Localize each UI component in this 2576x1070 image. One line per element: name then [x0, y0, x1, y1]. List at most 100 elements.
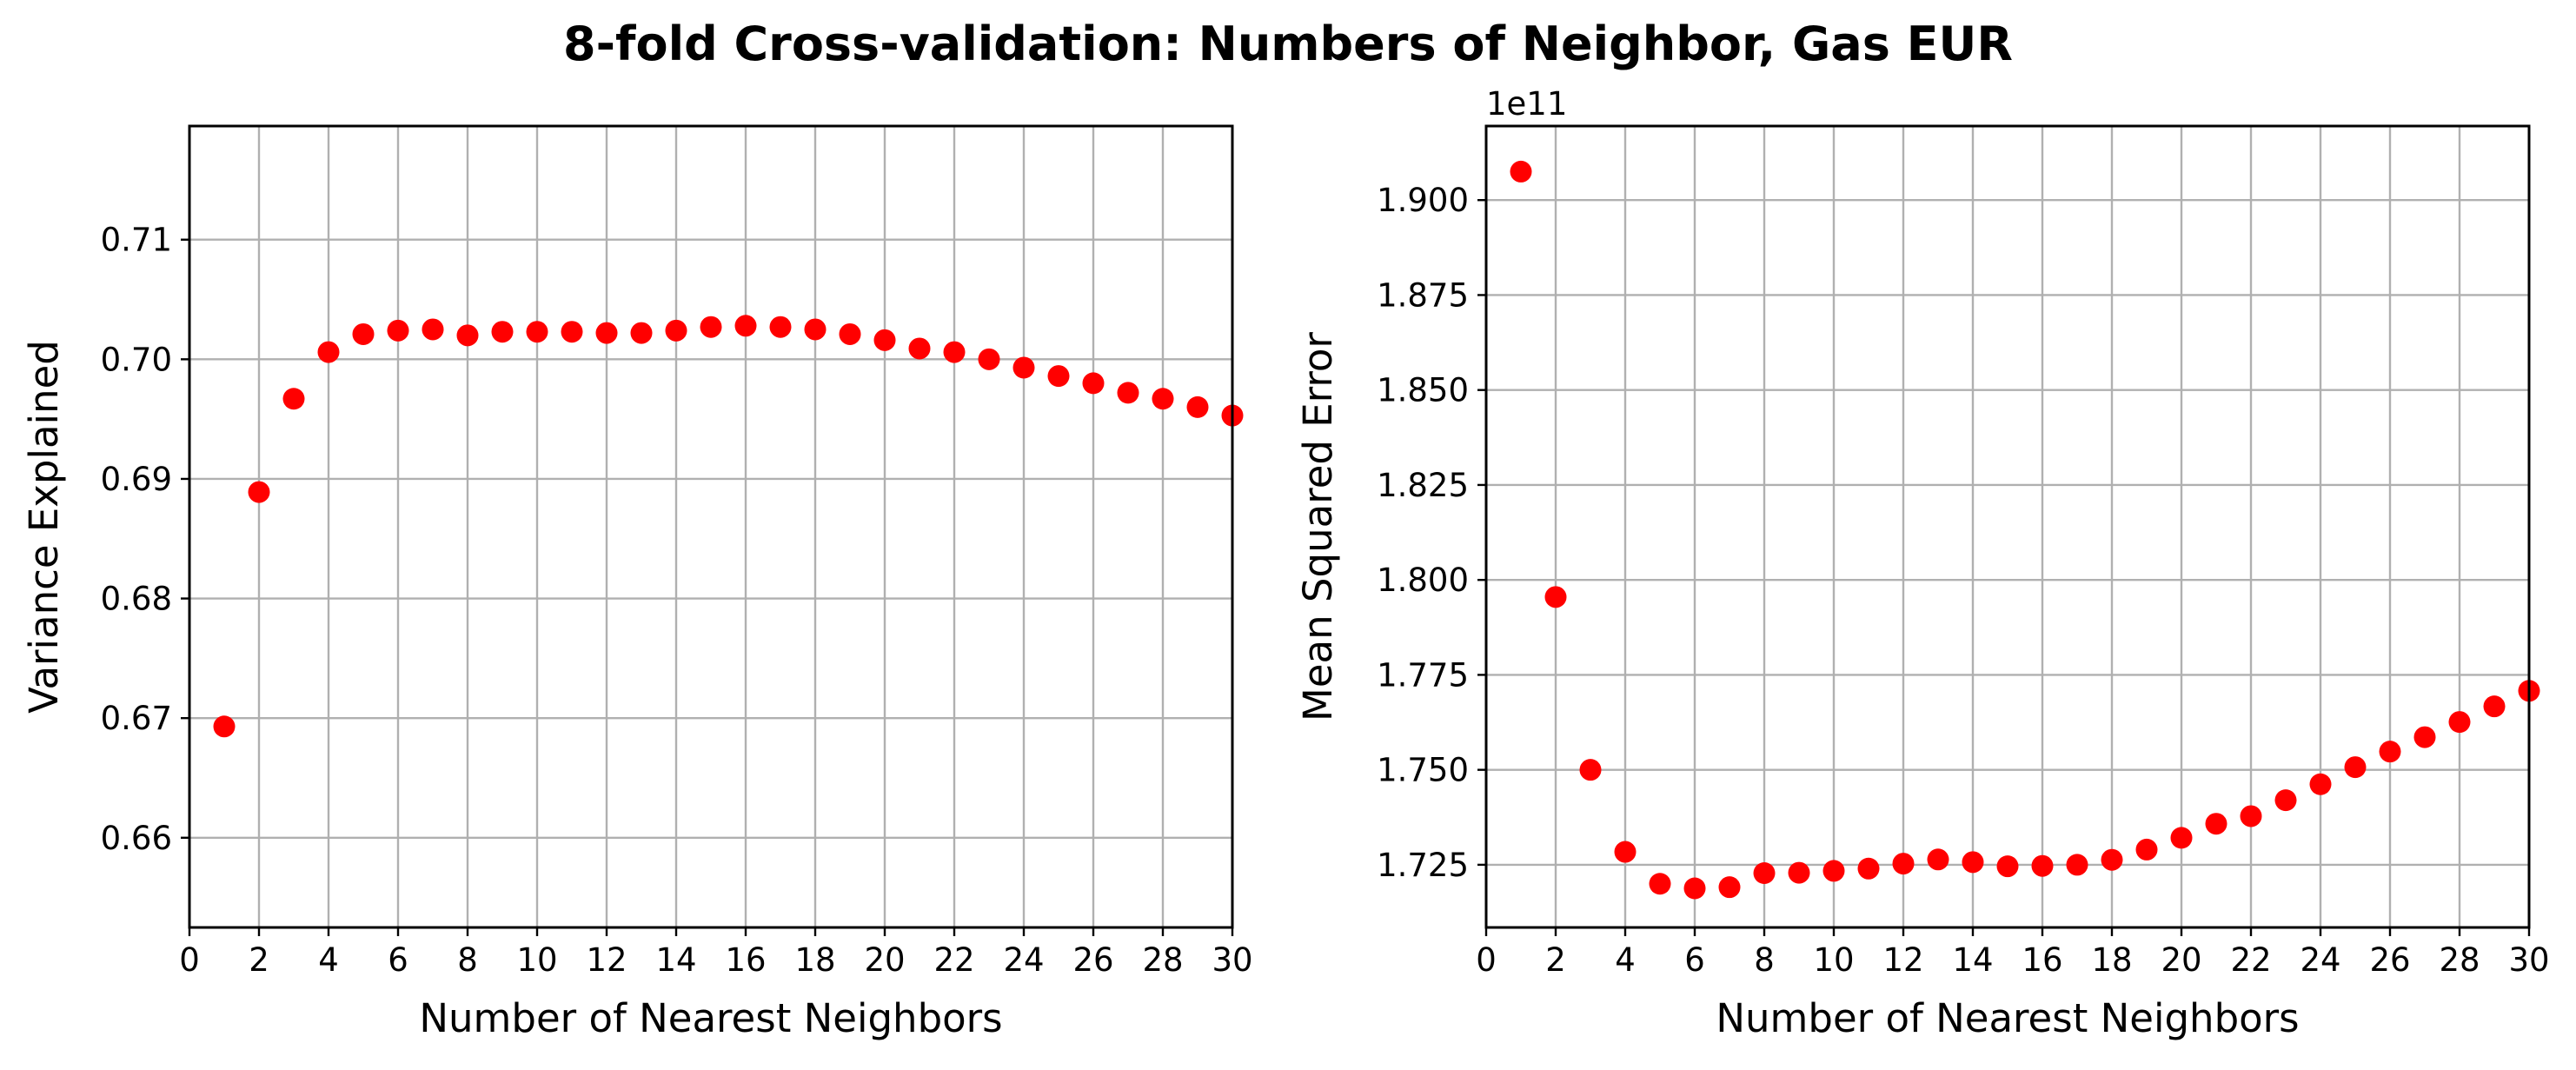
data-point: [317, 341, 340, 363]
y-tick-label: 1.875: [1377, 276, 1469, 314]
x-tick-label: 22: [2230, 941, 2271, 979]
data-point: [1753, 862, 1776, 885]
data-point: [2274, 789, 2297, 812]
axes-frame: [1484, 124, 2531, 929]
data-point: [526, 321, 548, 343]
data-point: [2170, 827, 2193, 849]
data-point: [630, 322, 653, 344]
axes-frame: [188, 124, 1234, 929]
x-tick-label: 4: [318, 941, 339, 979]
x-tick-label: 6: [1684, 941, 1705, 979]
y-tick-label: 1.850: [1377, 372, 1469, 409]
x-tick-label: 10: [1813, 941, 1854, 979]
x-tick-label: 10: [516, 941, 557, 979]
data-point: [2413, 726, 2436, 748]
data-point: [1892, 853, 1915, 875]
data-point: [978, 348, 1000, 370]
data-point: [873, 329, 896, 351]
data-point: [1683, 877, 1706, 900]
y-axis-offset-text: 1e11: [1486, 85, 1567, 123]
data-point: [2344, 756, 2367, 779]
data-point: [2135, 838, 2158, 861]
y-tick-label: 1.750: [1377, 752, 1469, 789]
y-axis-label: Variance Explained: [21, 340, 67, 714]
y-tick-label: 1.900: [1377, 182, 1469, 219]
y-tick-label: 1.725: [1377, 847, 1469, 884]
panel-mean-squared-error: 0 2 4 6 8 10 12 14 16 18 20 22 24 26 28 301.7251.7501.7…: [1295, 85, 2550, 1041]
x-tick-label: 4: [1615, 941, 1636, 979]
x-tick-label: 2: [1545, 941, 1566, 979]
panel-variance-explained: 0 2 4 6 8 10 12 14 16 18 20 22 24 26 28 300.660.670.680…: [21, 124, 1253, 1041]
data-point: [2483, 695, 2506, 718]
x-tick-label: 22: [933, 941, 974, 979]
y-tick-label: 1.825: [1377, 467, 1469, 504]
data-point: [734, 315, 757, 337]
data-point: [1186, 395, 1209, 418]
data-point: [1788, 861, 1810, 884]
data-point: [248, 481, 270, 503]
x-tick-label: 28: [2439, 941, 2480, 979]
x-tick-label: 26: [2369, 941, 2410, 979]
data-point: [769, 316, 792, 338]
y-tick-label: 0.66: [101, 820, 172, 857]
data-point: [1649, 873, 1671, 895]
x-tick-label: 0: [179, 941, 200, 979]
x-tick-label: 12: [586, 941, 627, 979]
x-axis-label: Number of Nearest Neighbors: [419, 995, 1002, 1041]
x-tick-label: 6: [388, 941, 408, 979]
data-point: [2205, 813, 2227, 835]
data-point: [2448, 711, 2471, 734]
x-tick-label: 30: [1212, 941, 1252, 979]
data-point: [1857, 857, 1880, 880]
data-point: [839, 322, 861, 345]
y-tick-label: 1.775: [1377, 656, 1469, 694]
data-point: [1822, 860, 1845, 882]
x-tick-label: 12: [1882, 941, 1923, 979]
data-point: [1117, 382, 1139, 404]
y-tick-label: 0.71: [101, 222, 172, 259]
data-point: [1012, 356, 1035, 379]
x-tick-label: 20: [2161, 941, 2201, 979]
x-tick-label: 20: [864, 941, 905, 979]
y-axis-label: Mean Squared Error: [1295, 332, 1341, 721]
data-point: [491, 321, 514, 343]
data-point: [1718, 876, 1741, 899]
data-point: [595, 322, 618, 344]
data-point: [2379, 741, 2401, 763]
data-point: [422, 318, 444, 341]
x-tick-label: 24: [2300, 941, 2340, 979]
data-point: [387, 319, 409, 342]
x-axis-label: Number of Nearest Neighbors: [1716, 995, 2299, 1041]
figure-title: 8-fold Cross-validation: Numbers of Neig…: [563, 17, 2013, 71]
y-tick-label: 0.68: [101, 581, 172, 618]
x-tick-label: 0: [1476, 941, 1497, 979]
data-point: [1510, 160, 1532, 183]
data-point: [804, 318, 827, 341]
data-point: [1614, 841, 1637, 863]
data-point: [2031, 854, 2054, 877]
data-point: [213, 715, 236, 738]
x-tick-label: 30: [2508, 941, 2549, 979]
data-point: [2240, 805, 2262, 827]
data-point: [1544, 586, 1567, 608]
data-point: [1047, 365, 1070, 388]
x-tick-label: 14: [1952, 941, 1993, 979]
x-tick-label: 26: [1072, 941, 1113, 979]
x-tick-label: 24: [1003, 941, 1044, 979]
data-point: [1996, 855, 2019, 878]
y-tick-label: 0.69: [101, 461, 172, 498]
data-point: [908, 337, 931, 360]
data-point: [700, 316, 722, 338]
data-point: [2101, 848, 2123, 871]
data-point: [943, 341, 966, 363]
data-point: [2066, 854, 2088, 876]
data-point: [561, 321, 583, 343]
x-tick-label: 18: [2091, 941, 2132, 979]
y-tick-label: 1.800: [1377, 562, 1469, 599]
x-tick-label: 16: [2022, 941, 2062, 979]
data-point: [1082, 372, 1105, 395]
data-point: [665, 319, 687, 342]
x-tick-label: 28: [1142, 941, 1183, 979]
